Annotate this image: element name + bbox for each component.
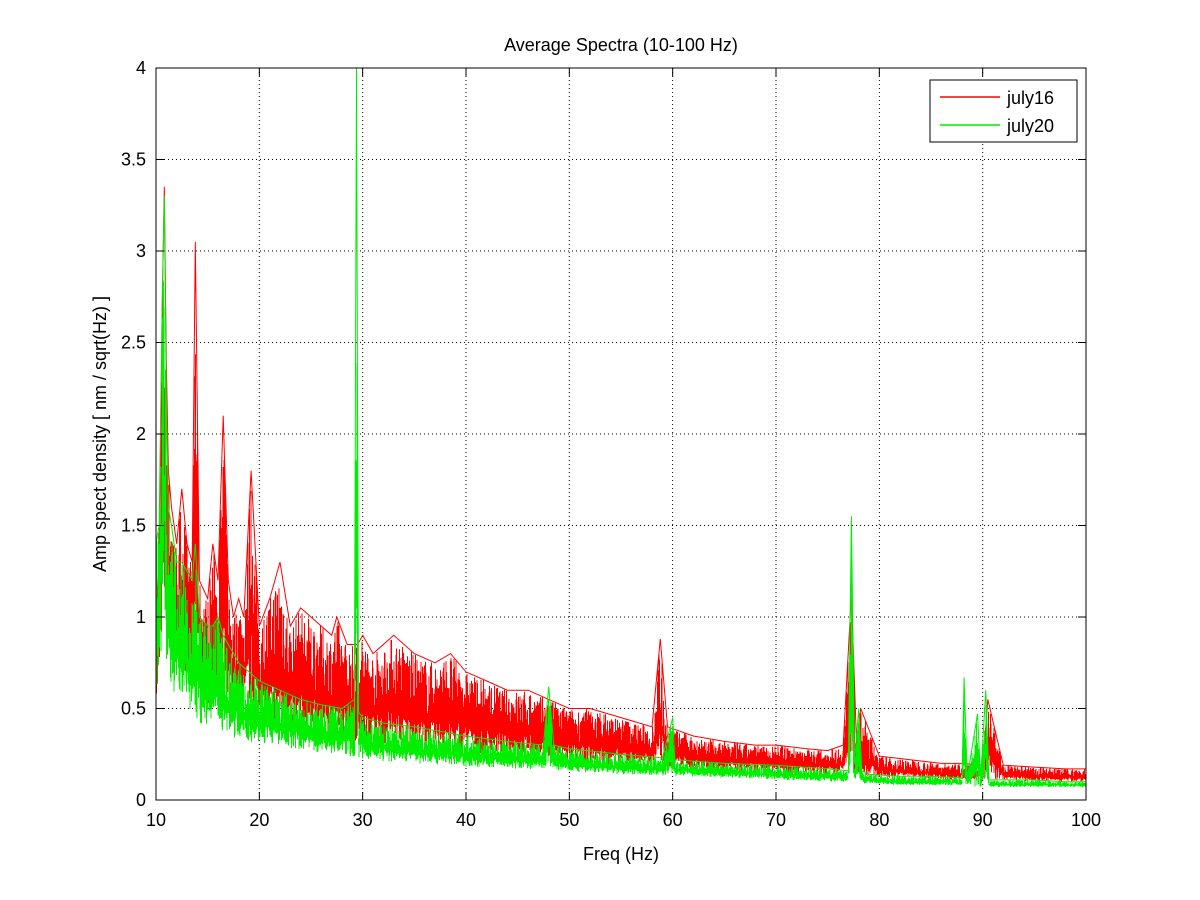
series-july20 [156, 68, 1086, 788]
y-axis-label: Amp spect density [ nm / sqrt(Hz) ] [90, 296, 110, 572]
x-tick-label: 60 [663, 810, 683, 830]
x-tick-label: 20 [249, 810, 269, 830]
legend: july16 july20 [929, 79, 1078, 143]
x-tick-label: 100 [1071, 810, 1101, 830]
x-tick-label: 90 [973, 810, 993, 830]
grid [156, 68, 1086, 800]
legend-box [929, 79, 1078, 143]
y-tick-label: 2.5 [121, 333, 146, 353]
axis-ticks: 10 20 30 40 50 60 70 80 90 100 0 0.5 1 1.5 2 2.5 3 3.5 4 [121, 58, 1101, 830]
y-tick-label: 0.5 [121, 699, 146, 719]
x-tick-label: 40 [456, 810, 476, 830]
x-tick-label: 80 [869, 810, 889, 830]
y-tick-label: 1 [136, 607, 146, 627]
y-tick-label: 1.5 [121, 516, 146, 536]
y-tick-label: 4 [136, 58, 146, 78]
x-tick-label: 30 [353, 810, 373, 830]
y-tick-label: 3 [136, 241, 146, 261]
x-axis-label: Freq (Hz) [583, 844, 659, 864]
y-tick-label: 0 [136, 790, 146, 810]
legend-label-july16: july16 [1006, 88, 1054, 108]
series-trace-july20 [156, 281, 1086, 788]
series-group [156, 68, 1086, 788]
x-tick-label: 50 [559, 810, 579, 830]
chart-title: Average Spectra (10-100 Hz) [504, 35, 738, 55]
y-tick-label: 2 [136, 424, 146, 444]
y-tick-label: 3.5 [121, 150, 146, 170]
x-tick-label: 70 [766, 810, 786, 830]
x-tick-label: 10 [146, 810, 166, 830]
legend-label-july20: july20 [1006, 116, 1054, 136]
series-peaks-july20 [156, 68, 1086, 783]
